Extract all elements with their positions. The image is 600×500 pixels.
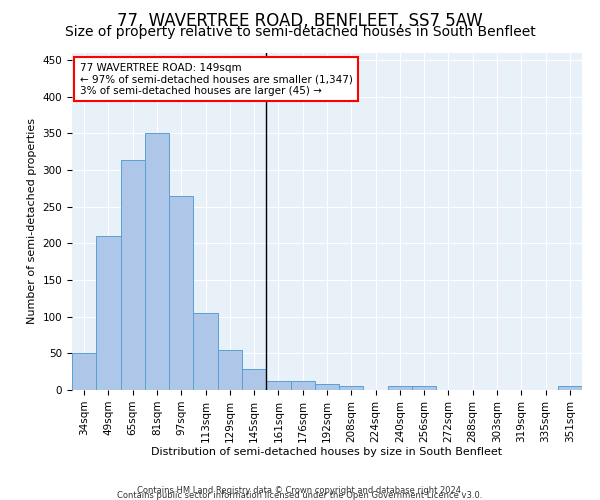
Text: Contains HM Land Registry data © Crown copyright and database right 2024.: Contains HM Land Registry data © Crown c… bbox=[137, 486, 463, 495]
Text: Size of property relative to semi-detached houses in South Benfleet: Size of property relative to semi-detach… bbox=[65, 25, 535, 39]
Bar bbox=[193, 313, 218, 390]
Bar bbox=[388, 386, 412, 390]
Bar bbox=[339, 386, 364, 390]
Bar bbox=[121, 160, 145, 390]
Bar bbox=[72, 354, 96, 390]
Bar bbox=[169, 196, 193, 390]
Y-axis label: Number of semi-detached properties: Number of semi-detached properties bbox=[27, 118, 37, 324]
X-axis label: Distribution of semi-detached houses by size in South Benfleet: Distribution of semi-detached houses by … bbox=[151, 448, 503, 458]
Bar bbox=[558, 386, 582, 390]
Text: Contains public sector information licensed under the Open Government Licence v3: Contains public sector information licen… bbox=[118, 491, 482, 500]
Bar bbox=[145, 133, 169, 390]
Bar bbox=[290, 381, 315, 390]
Bar bbox=[218, 350, 242, 390]
Text: 77 WAVERTREE ROAD: 149sqm
← 97% of semi-detached houses are smaller (1,347)
3% o: 77 WAVERTREE ROAD: 149sqm ← 97% of semi-… bbox=[80, 62, 353, 96]
Bar bbox=[266, 381, 290, 390]
Bar bbox=[96, 236, 121, 390]
Bar bbox=[315, 384, 339, 390]
Text: 77, WAVERTREE ROAD, BENFLEET, SS7 5AW: 77, WAVERTREE ROAD, BENFLEET, SS7 5AW bbox=[117, 12, 483, 30]
Bar bbox=[412, 386, 436, 390]
Bar bbox=[242, 368, 266, 390]
